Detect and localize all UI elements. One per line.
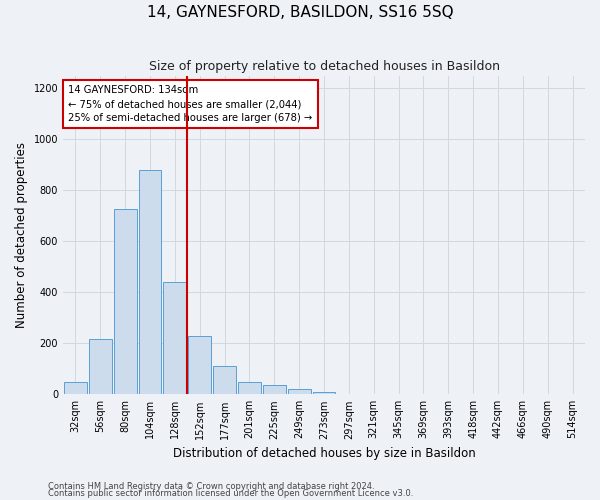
- Text: 14 GAYNESFORD: 134sqm
← 75% of detached houses are smaller (2,044)
25% of semi-d: 14 GAYNESFORD: 134sqm ← 75% of detached …: [68, 85, 313, 123]
- Text: Contains HM Land Registry data © Crown copyright and database right 2024.: Contains HM Land Registry data © Crown c…: [48, 482, 374, 491]
- Bar: [188, 336, 211, 394]
- Title: Size of property relative to detached houses in Basildon: Size of property relative to detached ho…: [149, 60, 500, 73]
- Bar: [139, 170, 161, 394]
- Bar: [213, 366, 236, 394]
- Bar: [89, 340, 112, 394]
- Bar: [263, 386, 286, 394]
- X-axis label: Distribution of detached houses by size in Basildon: Distribution of detached houses by size …: [173, 447, 475, 460]
- Bar: [288, 388, 311, 394]
- Y-axis label: Number of detached properties: Number of detached properties: [15, 142, 28, 328]
- Bar: [238, 382, 261, 394]
- Text: Contains public sector information licensed under the Open Government Licence v3: Contains public sector information licen…: [48, 490, 413, 498]
- Bar: [313, 392, 335, 394]
- Text: 14, GAYNESFORD, BASILDON, SS16 5SQ: 14, GAYNESFORD, BASILDON, SS16 5SQ: [146, 5, 454, 20]
- Bar: [114, 210, 137, 394]
- Bar: [64, 382, 87, 394]
- Bar: [163, 282, 187, 395]
